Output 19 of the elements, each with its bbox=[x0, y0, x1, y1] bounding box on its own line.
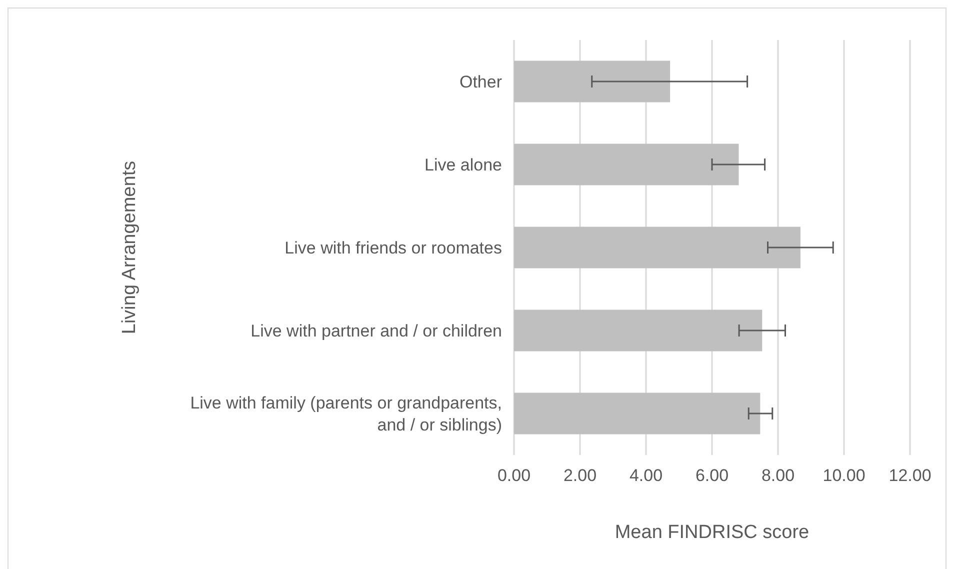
x-tick-label: 4.00 bbox=[629, 466, 663, 486]
bar bbox=[514, 144, 739, 186]
y-tick-label: Live with friends or roomates bbox=[284, 238, 502, 258]
y-axis-title: Living Arrangements bbox=[119, 160, 140, 334]
x-axis-title: Mean FINDRISC score bbox=[614, 522, 810, 543]
bar bbox=[514, 310, 762, 352]
x-tick-label: 6.00 bbox=[695, 466, 729, 486]
y-tick-label: Live alone bbox=[424, 156, 502, 174]
bar bbox=[514, 60, 670, 102]
bar bbox=[514, 392, 760, 434]
x-tick-label: 2.00 bbox=[563, 466, 597, 486]
x-tick-label: 10.00 bbox=[822, 466, 866, 486]
x-tick-label: 8.00 bbox=[761, 466, 795, 486]
bar bbox=[514, 226, 800, 268]
x-tick-label: 12.00 bbox=[888, 466, 932, 486]
y-tick-label: Live with partner and / or children bbox=[250, 322, 502, 340]
y-tick-label: Live with family (parents or grandparents, and / or siblings) bbox=[190, 394, 502, 434]
x-tick-label: 0.00 bbox=[497, 466, 531, 486]
y-tick-label: Other bbox=[459, 72, 502, 92]
